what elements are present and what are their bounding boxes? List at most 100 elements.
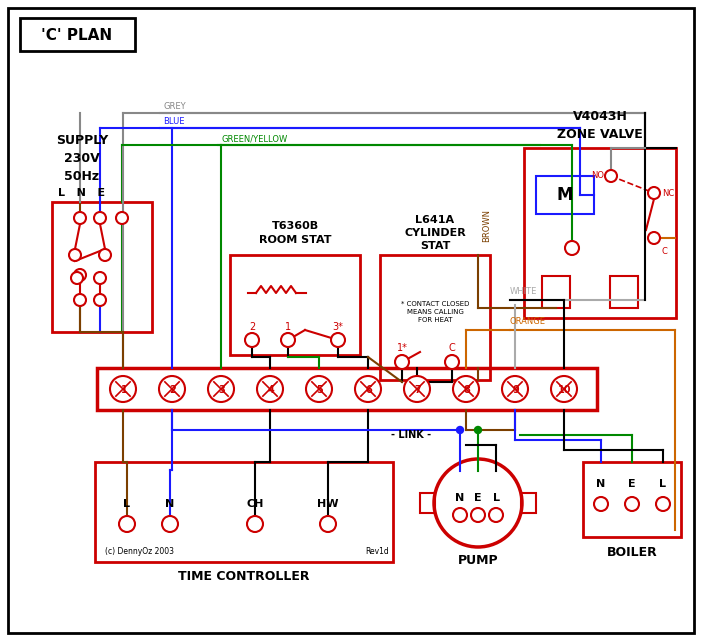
Bar <box>97 368 597 410</box>
Text: NC: NC <box>662 188 674 197</box>
Circle shape <box>331 333 345 347</box>
Circle shape <box>159 376 185 402</box>
Circle shape <box>445 355 459 369</box>
Circle shape <box>71 272 83 284</box>
Text: BOILER: BOILER <box>607 545 657 558</box>
Circle shape <box>245 333 259 347</box>
Circle shape <box>74 212 86 224</box>
Circle shape <box>94 212 106 224</box>
Text: 1*: 1* <box>397 343 407 353</box>
Circle shape <box>119 516 135 532</box>
Circle shape <box>471 508 485 522</box>
Text: C: C <box>449 343 456 353</box>
Text: N: N <box>166 499 175 509</box>
Circle shape <box>434 459 522 547</box>
Text: PUMP: PUMP <box>458 554 498 567</box>
Circle shape <box>502 376 528 402</box>
Bar <box>420 493 435 513</box>
Circle shape <box>110 376 136 402</box>
Text: N: N <box>456 493 465 503</box>
Text: N: N <box>597 479 606 489</box>
Text: Rev1d: Rev1d <box>365 547 389 556</box>
Bar <box>610 276 638 308</box>
Text: HW: HW <box>317 499 339 509</box>
Text: 5: 5 <box>317 385 324 395</box>
Text: 7: 7 <box>415 385 421 395</box>
Text: 6: 6 <box>366 385 372 395</box>
Circle shape <box>162 516 178 532</box>
Text: L   N   E: L N E <box>58 188 105 198</box>
Text: 3*: 3* <box>333 322 343 332</box>
Circle shape <box>475 426 482 433</box>
Circle shape <box>625 497 639 511</box>
Text: E: E <box>474 493 482 503</box>
Text: M: M <box>557 186 574 204</box>
Circle shape <box>565 241 579 255</box>
Circle shape <box>94 294 106 306</box>
Circle shape <box>74 294 86 306</box>
Bar <box>521 493 536 513</box>
Circle shape <box>116 212 128 224</box>
Circle shape <box>247 516 263 532</box>
Text: 3: 3 <box>218 385 225 395</box>
Circle shape <box>551 376 577 402</box>
Text: SUPPLY
230V
50Hz: SUPPLY 230V 50Hz <box>56 133 108 183</box>
Text: T6360B
ROOM STAT: T6360B ROOM STAT <box>259 221 331 245</box>
Text: L: L <box>124 499 131 509</box>
Circle shape <box>656 497 670 511</box>
Circle shape <box>605 170 617 182</box>
Text: 2: 2 <box>170 385 176 395</box>
Circle shape <box>69 249 81 261</box>
Bar <box>536 176 594 214</box>
Circle shape <box>320 516 336 532</box>
Circle shape <box>306 376 332 402</box>
Circle shape <box>281 333 295 347</box>
Text: V4043H
ZONE VALVE: V4043H ZONE VALVE <box>557 110 643 142</box>
Text: C: C <box>661 247 667 256</box>
Text: L: L <box>659 479 666 489</box>
Circle shape <box>453 508 467 522</box>
Text: ORANGE: ORANGE <box>510 317 546 326</box>
Bar <box>95 462 393 562</box>
Bar <box>542 276 570 308</box>
Bar <box>52 202 152 332</box>
Bar <box>380 255 490 380</box>
Circle shape <box>355 376 381 402</box>
Text: 10: 10 <box>558 385 571 395</box>
Bar <box>583 462 681 537</box>
Circle shape <box>99 249 111 261</box>
Text: - LINK -: - LINK - <box>391 430 431 440</box>
Text: L: L <box>493 493 500 503</box>
Circle shape <box>94 272 106 284</box>
Text: WHITE: WHITE <box>510 287 537 296</box>
Text: GREEN/YELLOW: GREEN/YELLOW <box>221 134 287 143</box>
Text: * CONTACT CLOSED
MEANS CALLING
FOR HEAT: * CONTACT CLOSED MEANS CALLING FOR HEAT <box>401 301 469 323</box>
Circle shape <box>453 376 479 402</box>
Text: 4: 4 <box>267 385 274 395</box>
Text: 8: 8 <box>463 385 470 395</box>
Circle shape <box>74 269 86 281</box>
Text: 2: 2 <box>249 322 255 332</box>
Text: 'C' PLAN: 'C' PLAN <box>41 28 112 42</box>
Text: (c) DennyOz 2003: (c) DennyOz 2003 <box>105 547 174 556</box>
Text: L641A
CYLINDER
STAT: L641A CYLINDER STAT <box>404 215 466 251</box>
Circle shape <box>489 508 503 522</box>
Circle shape <box>404 376 430 402</box>
Circle shape <box>648 187 660 199</box>
Text: NO: NO <box>592 172 604 181</box>
Text: GREY: GREY <box>163 102 185 111</box>
Text: 1: 1 <box>121 385 127 395</box>
Circle shape <box>395 355 409 369</box>
Circle shape <box>456 426 463 433</box>
Bar <box>230 255 360 355</box>
Circle shape <box>208 376 234 402</box>
Text: TIME CONTROLLER: TIME CONTROLLER <box>178 570 310 583</box>
Text: CH: CH <box>246 499 264 509</box>
Circle shape <box>257 376 283 402</box>
Text: 9: 9 <box>512 385 519 395</box>
Text: E: E <box>628 479 636 489</box>
Circle shape <box>594 497 608 511</box>
Text: 1: 1 <box>285 322 291 332</box>
Text: BLUE: BLUE <box>163 117 185 126</box>
Bar <box>524 148 676 318</box>
